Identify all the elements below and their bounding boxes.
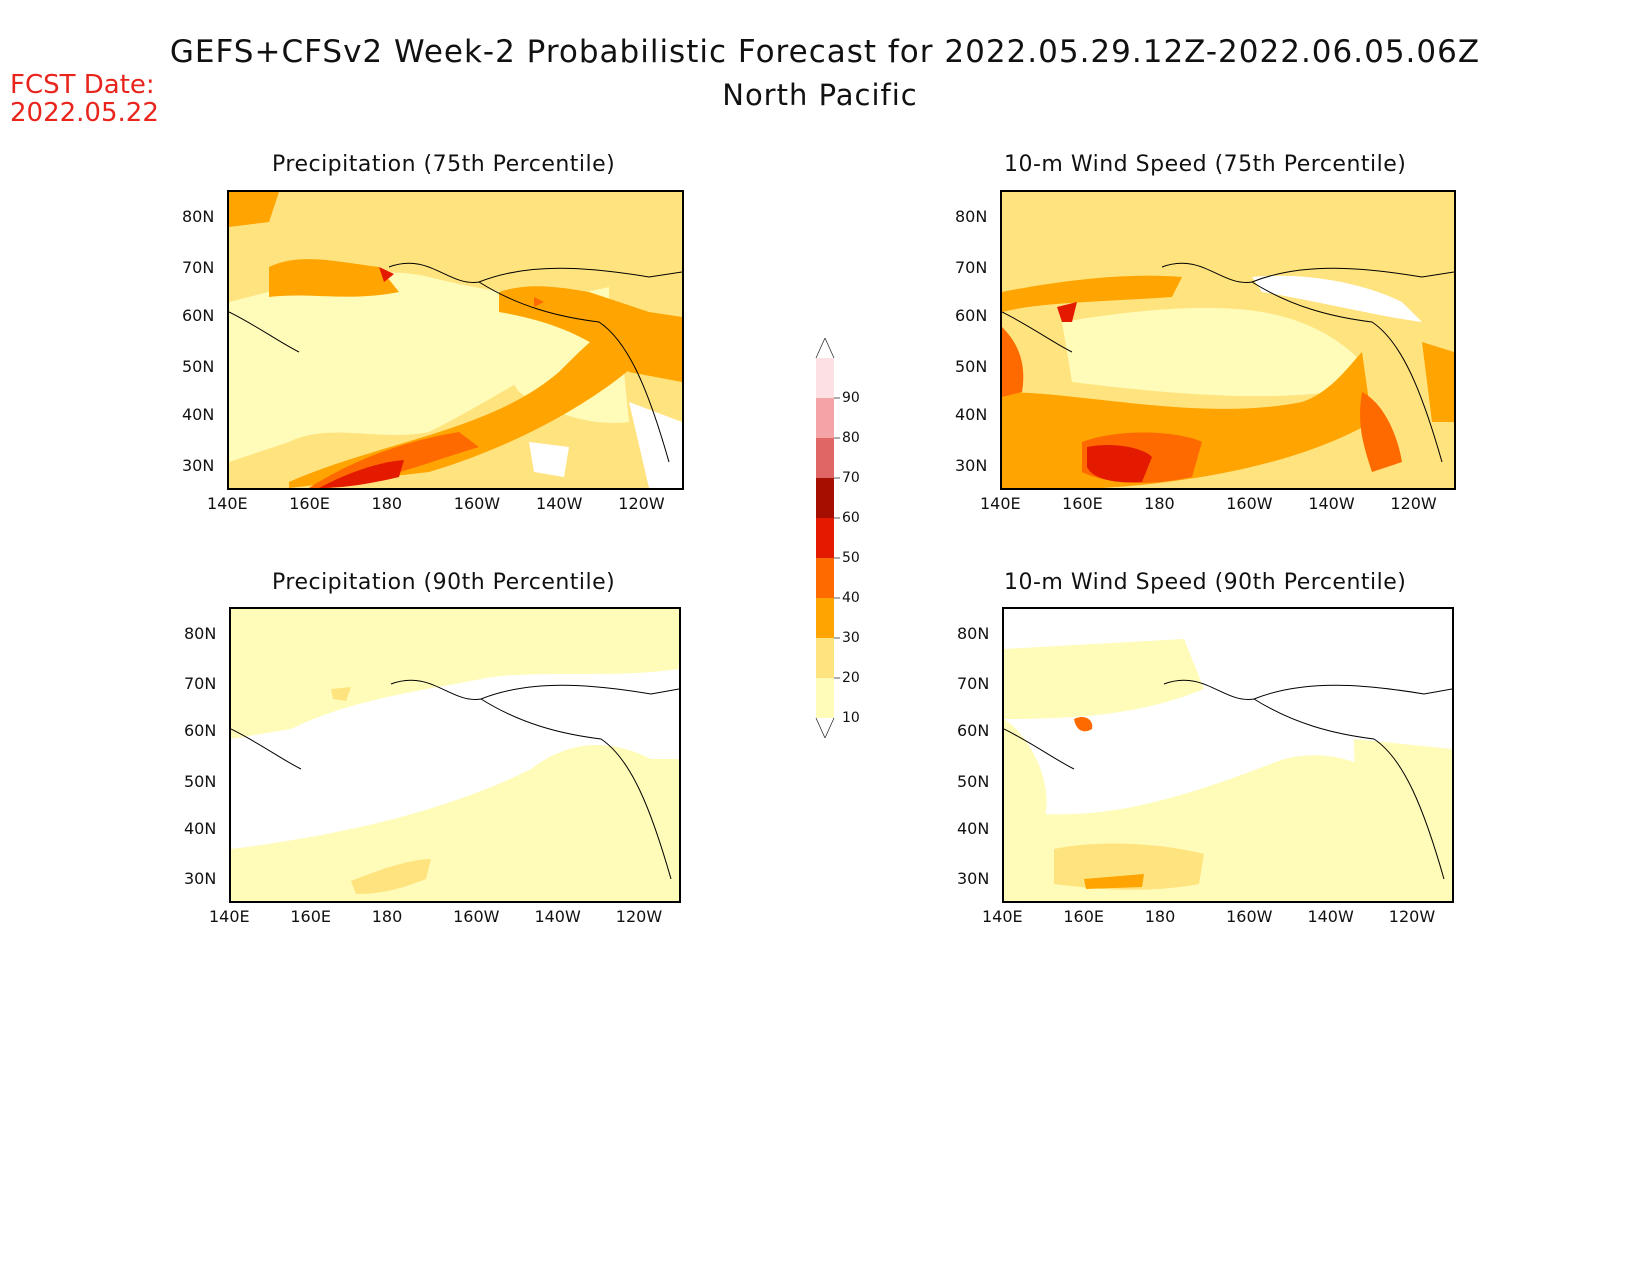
lat-tick-label: 70N (182, 258, 215, 277)
lon-tick-label: 120W (615, 907, 663, 926)
colorbar-swatch (816, 558, 834, 598)
colorbar-swatch (816, 398, 834, 438)
colorbar-swatch (816, 478, 834, 518)
colorbar-label: 70 (842, 470, 860, 486)
lon-tick-label: 180 (371, 907, 403, 926)
panel-title: Precipitation (90th Percentile) (272, 570, 616, 595)
lat-tick-label: 30N (957, 869, 990, 889)
colorbar-swatch (816, 518, 834, 558)
map-precip-75 (227, 190, 684, 490)
lon-tick-label: 180 (1144, 907, 1176, 926)
lon-tick-label: 140W (536, 494, 583, 513)
colorbar-label: 40 (842, 590, 860, 606)
map-wind-75 (1000, 190, 1456, 490)
lat-tick-label: 30N (184, 869, 217, 889)
lon-tick-label: 160E (1063, 907, 1105, 926)
colorbar-graphic (815, 337, 840, 739)
lat-tick-label: 80N (184, 623, 217, 643)
lat-tick-label: 70N (184, 673, 217, 693)
colorbar-top-cap (815, 337, 835, 359)
colorbar-label: 10 (842, 710, 860, 726)
fcst-date-value: 2022.05.22 (10, 98, 159, 128)
lon-tick-label: 140E (209, 907, 250, 926)
lon-tick-label: 140E (980, 494, 1021, 513)
colorbar-label: 20 (842, 670, 860, 686)
lon-tick-label: 160E (289, 494, 330, 513)
panel-title: 10-m Wind Speed (90th Percentile) (1004, 570, 1407, 595)
lat-tick-label: 30N (182, 456, 215, 475)
lon-tick-label: 120W (1390, 494, 1437, 513)
lat-tick-label: 60N (957, 721, 990, 741)
lon-tick-label: 160E (1062, 494, 1103, 513)
panel-title: 10-m Wind Speed (75th Percentile) (1004, 152, 1407, 177)
lat-tick-label: 50N (955, 357, 988, 376)
lon-tick-label: 120W (618, 494, 665, 513)
colorbar-swatch (816, 358, 834, 398)
colorbar (812, 337, 842, 742)
region-subtitle: North Pacific (722, 78, 918, 112)
main-title: GEFS+CFSv2 Week-2 Probabilistic Forecast… (169, 34, 1481, 70)
colorbar-swatch (816, 678, 834, 718)
lon-tick-label: 160W (453, 907, 500, 926)
lat-tick-label: 70N (957, 673, 990, 693)
lat-tick-label: 80N (182, 207, 215, 226)
lat-tick-label: 50N (182, 357, 215, 376)
fcst-date-label: FCST Date: (10, 70, 155, 100)
lon-tick-label: 160W (453, 494, 501, 513)
panel-title: Precipitation (75th Percentile) (272, 152, 616, 177)
colorbar-label: 50 (842, 550, 860, 566)
map-precip-90 (229, 607, 681, 903)
colorbar-label: 30 (842, 630, 860, 646)
lat-tick-label: 40N (184, 819, 217, 838)
lat-tick-label: 80N (957, 623, 990, 643)
lon-tick-label: 120W (1388, 907, 1436, 926)
lon-tick-label: 180 (1144, 494, 1175, 513)
lon-tick-label: 180 (371, 494, 403, 513)
colorbar-swatch (816, 598, 834, 638)
colorbar-swatch (816, 638, 834, 678)
lon-tick-label: 140W (1307, 907, 1354, 926)
lat-tick-label: 40N (955, 405, 988, 424)
lat-tick-label: 40N (957, 819, 990, 838)
lon-tick-label: 160W (1226, 907, 1273, 926)
lon-tick-label: 160E (290, 907, 332, 926)
lat-tick-label: 60N (955, 306, 988, 325)
lon-tick-label: 140W (1308, 494, 1355, 513)
colorbar-swatch (816, 438, 834, 478)
lon-tick-label: 140E (207, 494, 248, 513)
lat-tick-label: 60N (184, 721, 217, 741)
colorbar-label: 60 (842, 510, 860, 526)
map-wind-90 (1002, 607, 1454, 903)
lat-tick-label: 80N (955, 207, 988, 226)
lon-tick-label: 140E (982, 907, 1023, 926)
lat-tick-label: 50N (184, 771, 217, 791)
lat-tick-label: 40N (182, 405, 215, 424)
lon-tick-label: 140W (534, 907, 581, 926)
colorbar-label: 80 (842, 430, 860, 446)
lon-tick-label: 160W (1226, 494, 1273, 513)
colorbar-bottom-cap (815, 717, 835, 739)
lat-tick-label: 70N (955, 258, 988, 277)
lat-tick-label: 60N (182, 306, 215, 325)
colorbar-label: 90 (842, 390, 860, 406)
lat-tick-label: 50N (957, 771, 990, 791)
lat-tick-label: 30N (955, 456, 988, 475)
